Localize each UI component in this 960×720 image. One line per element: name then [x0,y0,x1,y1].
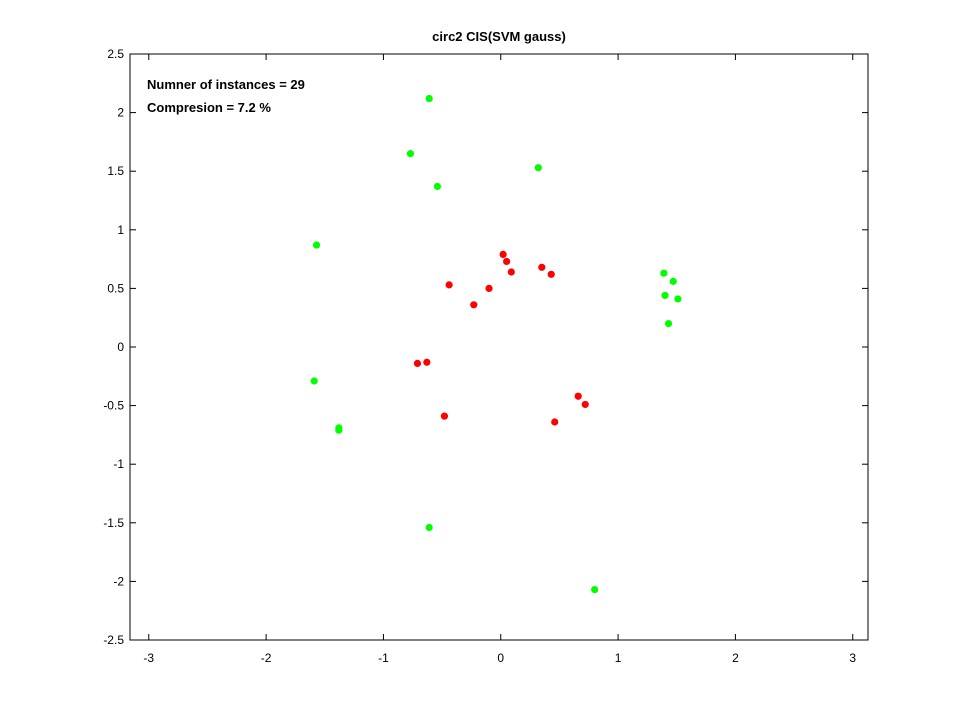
point [440,412,449,420]
point [581,400,589,409]
chart-title: circ2 CIS(SVM gauss) [432,29,566,44]
y-tick-label: -2.5 [103,633,124,647]
point [413,359,422,368]
point [499,250,507,259]
point [425,94,433,103]
point [470,301,478,309]
point [445,281,453,289]
point [312,241,321,249]
y-tick-label: -0.5 [103,399,124,413]
x-tick-label: -3 [143,651,154,665]
point [661,291,669,300]
annotation: Compresion = 7.2 % [147,100,271,115]
point [425,523,433,532]
y-tick-label: 1 [117,223,124,237]
y-tick-label: 1.5 [107,164,124,178]
x-tick-label: 3 [849,651,856,665]
y-tick-label: 0.5 [107,281,124,295]
point [538,263,546,271]
y-tick-label: 2 [117,106,124,120]
point [591,586,599,594]
x-tick-label: 0 [497,651,504,665]
point [669,277,677,285]
x-tick-label: 1 [615,651,622,665]
point [534,164,542,172]
point [485,284,493,292]
point [551,418,559,426]
point [335,426,343,434]
y-tick-label: -1.5 [103,516,124,530]
y-tick-label: 2.5 [107,47,124,61]
plot-frame [129,53,869,641]
x-tick-label: -2 [261,651,272,665]
point [664,319,673,328]
point [547,270,555,278]
point [660,269,668,277]
point [406,150,415,158]
point [507,268,515,276]
y-tick-label: -1 [113,457,124,471]
point [433,182,442,191]
point [310,377,318,385]
y-tick-label: 0 [117,340,124,354]
x-tick-label: -1 [378,651,389,665]
x-tick-label: 2 [732,651,739,665]
y-tick-label: -2 [113,574,124,588]
point [574,392,582,400]
point [503,257,511,266]
point [423,358,431,366]
annotation: Numner of instances = 29 [147,77,305,92]
point [674,295,682,303]
